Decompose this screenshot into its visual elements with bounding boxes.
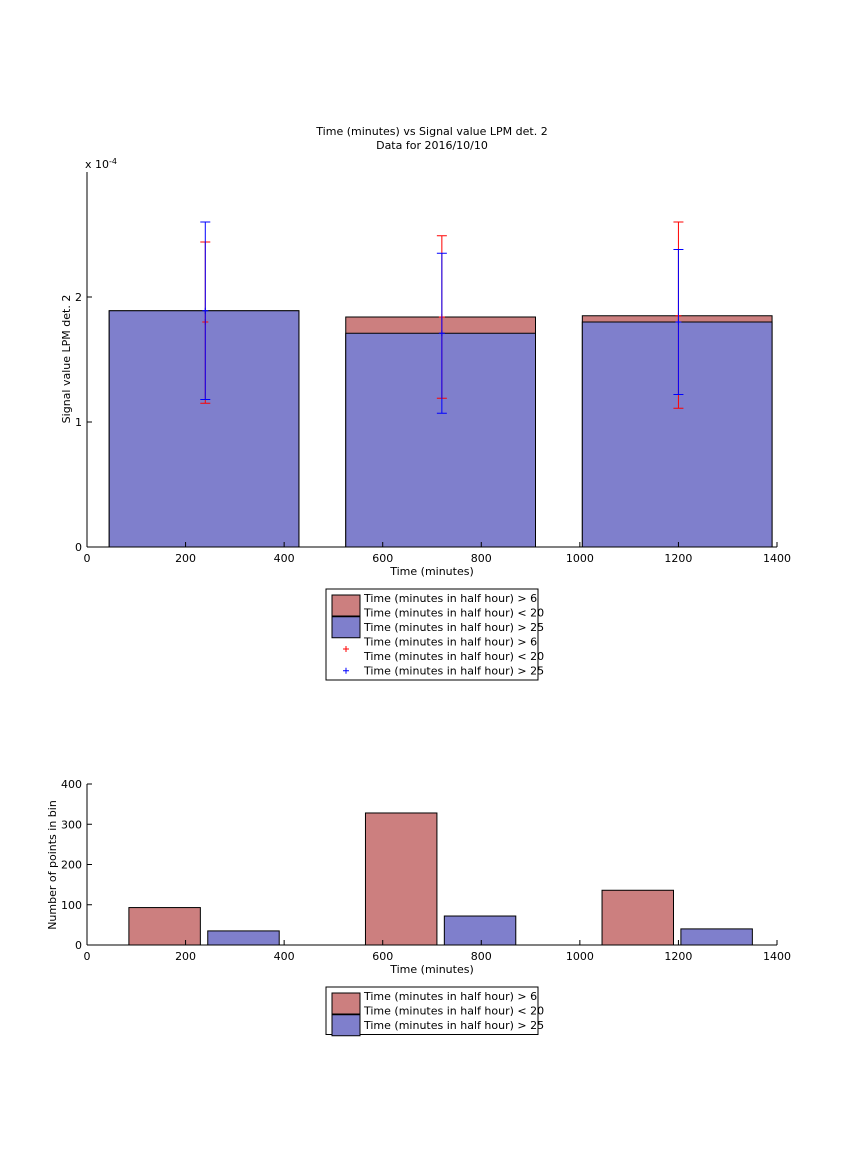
legend-label: Time (minutes in half hour) > 6 bbox=[363, 636, 537, 649]
legend-box bbox=[325, 986, 539, 1035]
legend-label: Time (minutes in half hour) > 6 bbox=[363, 592, 537, 605]
x-tick-label: 1200 bbox=[664, 552, 692, 565]
count-chart: 0 200 400 600 800 1000 1200 1400 0 100 200 300 400 T… bbox=[46, 778, 791, 1037]
bar-blue bbox=[443, 915, 517, 946]
legend-swatch-blue bbox=[331, 616, 361, 639]
x-tick-label: 400 bbox=[274, 552, 295, 565]
y-tick-label: 0 bbox=[75, 541, 82, 554]
axes: 0 200 400 600 800 1000 1200 1400 0 100 200 300 400 bbox=[61, 778, 791, 963]
x-tick-label: 800 bbox=[471, 950, 492, 963]
legend-label: Time (minutes in half hour) > 25 bbox=[363, 621, 544, 634]
y-tick-label: 0 bbox=[75, 939, 82, 952]
bars-group bbox=[108, 310, 773, 548]
x-tick-label: 400 bbox=[274, 950, 295, 963]
x-tick-label: 200 bbox=[175, 552, 196, 565]
y-exponent-label: x 10-4 bbox=[85, 157, 117, 171]
x-axis-label: Time (minutes) bbox=[389, 565, 474, 578]
signal-chart: Time (minutes) vs Signal value LPM det. … bbox=[60, 125, 791, 681]
errorbars-group bbox=[200, 221, 684, 414]
y-tick-label: 100 bbox=[61, 899, 82, 912]
bar-red bbox=[128, 907, 201, 946]
bar-blue bbox=[207, 930, 280, 946]
axes: 0 200 400 600 800 1000 1200 1400 0 1 2 bbox=[75, 172, 791, 565]
legend: Time (minutes in half hour) > 6 Time (min… bbox=[325, 986, 544, 1037]
legend-box bbox=[325, 588, 539, 681]
y-tick-label: 2 bbox=[75, 291, 82, 304]
x-tick-label: 600 bbox=[372, 950, 393, 963]
x-tick-label: 800 bbox=[471, 552, 492, 565]
x-tick-label: 0 bbox=[84, 950, 91, 963]
legend-swatch-red bbox=[331, 594, 361, 617]
x-tick-label: 1200 bbox=[664, 950, 692, 963]
x-tick-label: 1400 bbox=[763, 950, 791, 963]
y-axis-label: Number of points in bin bbox=[46, 800, 59, 930]
x-tick-label: 200 bbox=[175, 950, 196, 963]
bar-red bbox=[601, 889, 674, 946]
bar-blue bbox=[345, 332, 536, 548]
y-tick-label: 300 bbox=[61, 818, 82, 831]
bar-blue bbox=[581, 321, 773, 548]
y-axis-label: Signal value LPM det. 2 bbox=[60, 295, 73, 424]
x-tick-label: 1000 bbox=[566, 950, 594, 963]
x-tick-label: 1000 bbox=[566, 552, 594, 565]
legend-swatch-red bbox=[331, 992, 361, 1015]
bar-blue bbox=[680, 928, 753, 946]
y-exponent-power: -4 bbox=[109, 157, 117, 166]
x-axis-label: Time (minutes) bbox=[389, 963, 474, 976]
legend-label: Time (minutes in half hour) < 20 bbox=[363, 607, 544, 620]
x-tick-label: 600 bbox=[372, 552, 393, 565]
legend-swatch-blue bbox=[331, 1014, 361, 1037]
legend-label: Time (minutes in half hour) > 25 bbox=[363, 1019, 544, 1032]
legend-label: Time (minutes in half hour) < 20 bbox=[363, 1005, 544, 1018]
bars-group bbox=[128, 812, 753, 946]
y-tick-label: 200 bbox=[61, 859, 82, 872]
y-exponent-base: x 10 bbox=[85, 158, 109, 171]
legend-label: Time (minutes in half hour) < 20 bbox=[363, 650, 544, 663]
bar-red bbox=[364, 812, 438, 946]
legend-label: Time (minutes in half hour) > 6 bbox=[363, 990, 537, 1003]
x-tick-label: 1400 bbox=[763, 552, 791, 565]
x-tick-label: 0 bbox=[84, 552, 91, 565]
bar-blue bbox=[108, 310, 300, 548]
chart-subtitle: Data for 2016/10/10 bbox=[376, 139, 488, 152]
y-tick-label: 1 bbox=[75, 416, 82, 429]
y-tick-label: 400 bbox=[61, 778, 82, 791]
legend-label: Time (minutes in half hour) > 25 bbox=[363, 665, 544, 678]
chart-title: Time (minutes) vs Signal value LPM det. … bbox=[315, 125, 547, 138]
